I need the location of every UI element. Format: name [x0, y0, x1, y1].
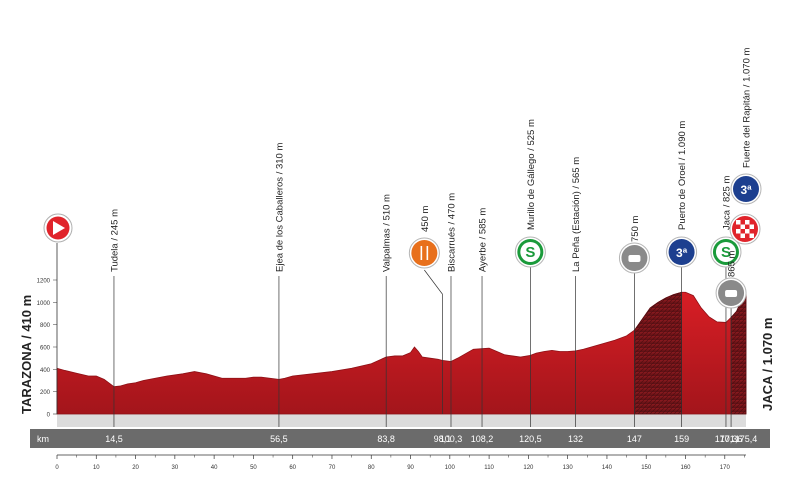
- x-tick-label: 50: [250, 465, 257, 471]
- x-tick-label: 70: [329, 465, 336, 471]
- y-tick-label: 200: [40, 390, 51, 396]
- annotation-label: Ejea de los Caballeros / 310 m: [274, 143, 285, 272]
- annotation-label: Ayerbe / 585 m: [478, 208, 489, 272]
- sprint-icon: S: [525, 244, 535, 261]
- x-axis: 0 10 20 30 40 50 60 70 80 90 100 110 120 130 140 150 160…: [55, 454, 746, 471]
- distance-label: 170,3: [715, 434, 738, 444]
- checkered-flag-icon: [749, 224, 754, 229]
- km-bar-background: [30, 429, 770, 448]
- distance-label: 14,5: [105, 434, 123, 444]
- checkered-flag-icon: [736, 220, 741, 225]
- checkered-flag-icon: [740, 224, 745, 229]
- climb-start-icon: [725, 290, 738, 297]
- sprint-marker: S: [710, 236, 742, 268]
- annotation-label: 750 m: [630, 216, 641, 242]
- annotation-label: Puerto de Oroel / 1.090 m: [677, 121, 688, 230]
- x-tick-label: 130: [563, 465, 574, 471]
- start-label: TARAZONA / 410 m: [19, 295, 34, 414]
- distance-label: 83,8: [377, 434, 395, 444]
- cat3-finish-marker: 3ª: [730, 173, 762, 205]
- annotation-label: Valpalmas / 510 m: [382, 194, 393, 272]
- x-tick-label: 160: [680, 465, 691, 471]
- x-tick-label: 90: [407, 465, 414, 471]
- x-tick-label: 140: [602, 465, 613, 471]
- x-tick-label: 0: [55, 465, 59, 471]
- distance-label: 147: [627, 434, 642, 444]
- y-tick-label: 0: [47, 413, 51, 419]
- annotation-label: Biscarrués / 470 m: [446, 193, 457, 272]
- climb-area: [634, 291, 682, 415]
- marker-disc: [411, 240, 438, 266]
- annotation-label: Jaca / 825 m: [721, 176, 732, 230]
- y-tick-label: 400: [40, 368, 51, 374]
- ground-band: [57, 414, 746, 427]
- distance-label: 171,6: [720, 434, 743, 444]
- climb-area: [730, 293, 747, 415]
- checkered-flag-icon: [736, 229, 741, 234]
- marker-disc: [733, 176, 759, 202]
- labels-layer: TARAZONA / 410 m JACA / 1.070 m Tudela / 2…: [19, 48, 775, 414]
- distance-label: 132: [568, 434, 583, 444]
- checkered-flag-icon: [740, 233, 745, 238]
- x-tick-label: 30: [172, 465, 179, 471]
- cat3-icon: 3ª: [740, 183, 752, 197]
- finish-label: JACA / 1.070 m: [760, 318, 775, 411]
- x-tick-label: 120: [523, 465, 534, 471]
- marker-inner: [715, 242, 736, 262]
- markers-layer: S 3ª S 3ª: [43, 173, 762, 309]
- marker-inner: [520, 242, 541, 262]
- annotation-label: La Peña (Estación) / 565 m: [571, 157, 582, 272]
- sprint-icon: S: [721, 244, 731, 261]
- feed-guide: [424, 269, 443, 414]
- climb-start-marker: [618, 242, 650, 274]
- x-tick-label: 40: [211, 465, 218, 471]
- distance-label: 159: [674, 434, 689, 444]
- distance-label: 56,5: [270, 434, 288, 444]
- annotation-label: Murillo de Gállego / 525 m: [526, 119, 537, 230]
- y-tick-label: 1000: [37, 301, 51, 307]
- sprint-marker: S: [514, 236, 546, 268]
- annotation-guides: [56, 243, 732, 427]
- distance-label: 98,1: [434, 434, 452, 444]
- climb-start-marker: [715, 277, 747, 309]
- y-tick-label: 600: [40, 346, 51, 352]
- checkered-flag-icon: [745, 220, 750, 225]
- baseline-layer: [53, 413, 746, 427]
- x-tick-label: 20: [132, 465, 139, 471]
- x-tick-label: 10: [93, 465, 100, 471]
- annotation-label: Tudela / 245 m: [109, 209, 120, 272]
- climb-start-icon: [628, 255, 641, 262]
- cat3-marker: 3ª: [666, 236, 698, 268]
- finish-marker: [729, 213, 761, 245]
- checkered-flag-icon: [749, 233, 754, 238]
- play-icon: [53, 221, 65, 235]
- start-marker: [43, 213, 73, 243]
- x-tick-label: 110: [484, 465, 494, 471]
- x-tick-label: 60: [289, 465, 296, 471]
- km-label: km: [37, 434, 49, 444]
- x-tick-label: 170: [720, 465, 731, 471]
- distance-label: 120,5: [519, 434, 542, 444]
- annotation-label: Fuerte del Rapitán / 1.070 m: [742, 48, 753, 168]
- y-tick-label: 800: [40, 323, 51, 329]
- distance-label: 100,3: [440, 434, 463, 444]
- y-tick-label: 1200: [37, 279, 51, 285]
- x-tick-label: 100: [445, 465, 456, 471]
- checkered-flag-icon: [745, 229, 750, 234]
- annotation-label: 865 m: [727, 251, 738, 277]
- cat3-icon: 3ª: [676, 246, 688, 260]
- feed-marker: [408, 237, 440, 269]
- annotation-label: 450 m: [420, 206, 431, 232]
- x-tick-label: 150: [641, 465, 652, 471]
- marker-disc: [668, 239, 695, 265]
- distance-label: 175,4: [735, 434, 758, 444]
- distance-label: 108,2: [471, 434, 494, 444]
- profile-layer: [56, 291, 747, 415]
- x-tick-label: 80: [368, 465, 375, 471]
- y-axis: 0 200 400 600 800 1000 1200: [37, 279, 57, 419]
